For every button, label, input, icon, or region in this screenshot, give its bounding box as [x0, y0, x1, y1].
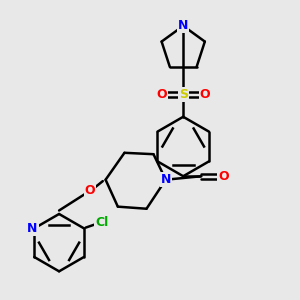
Text: O: O — [200, 88, 210, 101]
Text: S: S — [179, 88, 188, 101]
Text: N: N — [178, 20, 188, 32]
Text: N: N — [27, 222, 38, 235]
Text: Cl: Cl — [95, 215, 109, 229]
Text: O: O — [218, 170, 229, 183]
Text: O: O — [156, 88, 167, 101]
Text: O: O — [85, 184, 95, 197]
Text: N: N — [160, 173, 171, 186]
